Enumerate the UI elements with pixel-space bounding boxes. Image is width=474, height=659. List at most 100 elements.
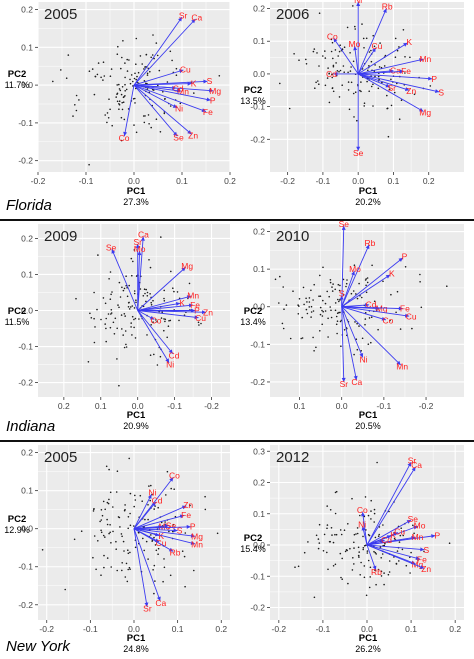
loading-arrow-co bbox=[333, 37, 359, 75]
score-point bbox=[155, 319, 157, 321]
plot-background bbox=[270, 2, 464, 172]
score-point bbox=[149, 70, 151, 73]
score-point bbox=[346, 26, 349, 29]
score-point bbox=[338, 289, 341, 292]
score-point bbox=[358, 325, 360, 327]
pc1-label-ny-2012: PC1 26.2% bbox=[355, 633, 381, 654]
score-point bbox=[134, 494, 136, 497]
score-point bbox=[124, 62, 126, 64]
score-point bbox=[402, 29, 405, 31]
score-point bbox=[100, 318, 102, 321]
score-point bbox=[102, 500, 105, 503]
score-point bbox=[396, 550, 399, 552]
score-point bbox=[122, 101, 125, 103]
score-point bbox=[334, 563, 337, 566]
loading-label-rb: Rb bbox=[371, 567, 382, 577]
score-point bbox=[335, 533, 338, 536]
score-point bbox=[97, 254, 99, 256]
arrowhead-sr bbox=[407, 462, 412, 467]
y-tick-label: 0.1 bbox=[21, 486, 33, 496]
score-point bbox=[312, 299, 314, 301]
score-point bbox=[117, 304, 119, 306]
score-point bbox=[128, 284, 130, 287]
score-point bbox=[73, 538, 76, 541]
score-point bbox=[337, 55, 340, 57]
loading-arrow-zn bbox=[137, 310, 207, 313]
score-point bbox=[160, 521, 163, 524]
score-point bbox=[341, 578, 344, 580]
score-point bbox=[339, 69, 342, 72]
score-point bbox=[126, 70, 129, 72]
y-tick-label: 0.2 bbox=[21, 448, 33, 458]
score-point bbox=[143, 68, 145, 70]
y-tick-label: -0.2 bbox=[250, 377, 265, 387]
score-point bbox=[127, 552, 130, 555]
score-point bbox=[94, 326, 96, 328]
score-point bbox=[368, 90, 371, 92]
score-point bbox=[374, 75, 376, 78]
loading-arrow-mo bbox=[341, 270, 355, 307]
loading-label-mn: Mn bbox=[396, 361, 408, 371]
loading-label-mg: Mg bbox=[209, 86, 221, 96]
loading-label-ca: Ca bbox=[390, 65, 401, 75]
score-point bbox=[109, 108, 111, 111]
score-point bbox=[144, 115, 146, 117]
score-point bbox=[381, 81, 383, 84]
loading-arrow-mn bbox=[133, 84, 182, 92]
score-point bbox=[154, 544, 157, 546]
score-point bbox=[141, 63, 143, 65]
score-point bbox=[88, 70, 91, 72]
loading-label-fe: Fe bbox=[181, 510, 191, 520]
score-point bbox=[106, 501, 109, 504]
score-point bbox=[139, 494, 142, 497]
score-point bbox=[324, 310, 327, 312]
arrowhead-cd bbox=[364, 303, 370, 308]
region-label-new-york: New York bbox=[6, 638, 70, 655]
loading-label-p: P bbox=[194, 306, 200, 316]
score-point bbox=[145, 300, 147, 303]
score-point bbox=[396, 49, 399, 52]
x-tick-label: -0.2 bbox=[31, 176, 46, 186]
arrowhead-fe bbox=[399, 69, 405, 74]
score-point bbox=[370, 499, 373, 502]
score-point bbox=[341, 84, 344, 86]
score-point bbox=[332, 283, 334, 285]
arrowhead-sr bbox=[135, 243, 140, 248]
loading-label-k: K bbox=[158, 531, 164, 541]
arrowhead-sr bbox=[144, 602, 149, 607]
score-point bbox=[121, 108, 124, 111]
score-point bbox=[159, 355, 162, 358]
loading-label-mo: Mo bbox=[158, 522, 170, 532]
score-point bbox=[154, 580, 156, 582]
panel-year-title: 2010 bbox=[276, 228, 309, 245]
score-point bbox=[64, 588, 66, 591]
score-point bbox=[111, 124, 113, 127]
score-point bbox=[412, 524, 414, 527]
score-point bbox=[274, 278, 277, 281]
score-point bbox=[376, 461, 378, 464]
arrowhead-cd bbox=[151, 502, 156, 507]
score-point bbox=[340, 576, 342, 579]
loading-arrow-cd bbox=[133, 501, 157, 529]
score-point bbox=[330, 38, 333, 41]
score-point bbox=[164, 318, 167, 321]
score-point bbox=[106, 121, 108, 124]
score-point bbox=[134, 97, 136, 100]
loading-arrow-se bbox=[366, 519, 412, 546]
score-point bbox=[110, 293, 112, 296]
score-point bbox=[128, 301, 130, 304]
score-point bbox=[368, 65, 370, 67]
y-tick-label: 0.2 bbox=[21, 233, 33, 243]
score-point bbox=[352, 5, 354, 7]
score-point bbox=[124, 90, 126, 92]
loading-label-cd: Cd bbox=[169, 350, 180, 360]
score-point bbox=[183, 555, 186, 558]
loading-label-cu: Cu bbox=[394, 527, 405, 537]
score-point bbox=[204, 495, 206, 498]
score-point bbox=[317, 547, 320, 550]
loading-label-p: P bbox=[190, 522, 196, 532]
x-tick-label: -0.2 bbox=[39, 624, 54, 634]
loading-arrow-cd bbox=[137, 310, 174, 355]
pc1-label-fl-2005: PC1 27.3% bbox=[123, 186, 149, 207]
score-point bbox=[404, 266, 407, 268]
